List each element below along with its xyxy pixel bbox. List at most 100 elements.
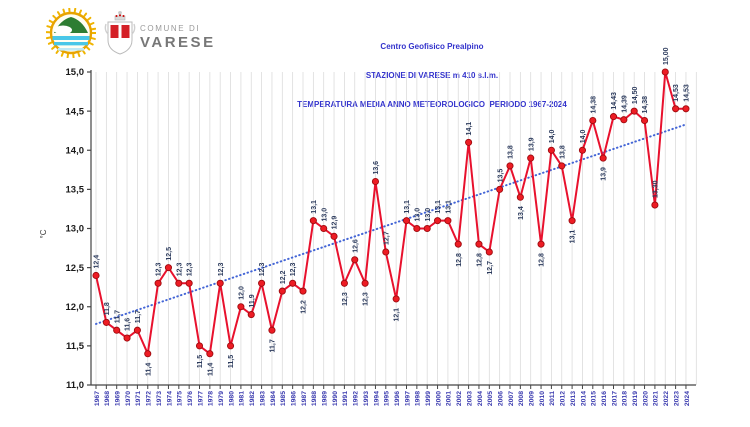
data-point-value-label: 13,1: [311, 200, 318, 214]
year-label: 1995: [384, 391, 391, 406]
year-label: 2021: [653, 391, 660, 406]
data-point-marker: [134, 327, 140, 333]
data-point-marker: [662, 69, 668, 75]
data-point-value-label: 13,0: [425, 208, 432, 222]
year-label: 1983: [259, 391, 266, 406]
data-point-value-label: 11,5: [197, 355, 204, 368]
year-label: 1972: [146, 391, 153, 406]
data-point-value-label: 13,9: [528, 137, 535, 151]
data-point-value-label: 13,5: [497, 169, 504, 183]
year-label: 2006: [497, 391, 504, 406]
trend-line: [96, 124, 686, 324]
data-point-value-label: 12,9: [332, 216, 339, 230]
data-point-marker: [466, 139, 472, 145]
year-label: 2007: [508, 391, 515, 406]
y-tick-label: 11,5: [66, 341, 85, 352]
year-label: 1996: [394, 391, 401, 406]
y-axis-labels: 11,011,512,012,513,013,514,014,515,0°C: [39, 67, 91, 391]
data-point-value-label: 12,8: [477, 253, 484, 267]
data-point-value-label: 12,4: [94, 255, 101, 269]
y-tick-label: 14,5: [66, 106, 85, 117]
data-point-marker: [217, 280, 223, 286]
year-label: 1986: [290, 391, 297, 406]
year-label: 1985: [280, 391, 287, 406]
year-label: 2009: [529, 391, 536, 406]
year-label: 1981: [239, 391, 246, 406]
data-point-marker: [93, 272, 99, 278]
year-label: 1979: [218, 391, 225, 406]
data-point-marker: [321, 225, 327, 231]
year-label: 2016: [601, 391, 608, 406]
data-point-value-label: 14,39: [621, 95, 628, 113]
data-point-marker: [310, 218, 316, 224]
year-label: 2013: [570, 391, 577, 406]
year-label: 1978: [208, 391, 215, 406]
data-point-marker: [579, 147, 585, 153]
data-point-marker: [434, 218, 440, 224]
data-point-value-label: 13,8: [508, 145, 515, 159]
data-point-value-label: 13,8: [559, 145, 566, 159]
data-point-value-label: 14,0: [549, 130, 556, 144]
data-point-marker: [300, 288, 306, 294]
year-label: 2005: [487, 391, 494, 406]
year-label: 2018: [622, 391, 629, 406]
year-label: 1990: [332, 391, 339, 406]
data-point-value-label: 13,9: [601, 167, 608, 181]
y-tick-label: 13,0: [66, 224, 85, 235]
y-tick-label: 12,0: [66, 302, 85, 313]
year-label: 1971: [135, 391, 142, 406]
data-point-marker: [248, 311, 254, 317]
data-point-value-label: 13,1: [435, 200, 442, 214]
data-point-marker: [372, 178, 378, 184]
year-label: 1984: [270, 391, 277, 406]
data-point-marker: [186, 280, 192, 286]
data-point-value-label: 12,8: [456, 253, 463, 267]
data-point-marker: [331, 233, 337, 239]
data-point-marker: [610, 114, 616, 120]
year-label: 1991: [342, 391, 349, 406]
data-point-value-label: 14,53: [673, 84, 680, 102]
data-point-marker: [114, 327, 120, 333]
data-point-value-label: 14,50: [632, 87, 639, 105]
data-point-value-label: 12,3: [290, 263, 297, 277]
year-label: 2019: [632, 391, 639, 406]
data-points: [93, 69, 689, 357]
data-point-value-label: 12,1: [394, 308, 401, 322]
data-point-value-label: 11,8: [104, 302, 111, 315]
data-point-value-label: 12,3: [156, 263, 163, 277]
year-label: 2011: [549, 391, 556, 406]
year-label: 2008: [518, 391, 525, 406]
year-label: 2004: [477, 391, 484, 406]
year-label: 2002: [456, 391, 463, 406]
year-label: 1987: [301, 391, 308, 406]
year-label: 1975: [177, 391, 184, 406]
axes: [91, 70, 696, 385]
data-point-marker: [341, 280, 347, 286]
data-point-marker: [590, 117, 596, 123]
year-label: 1969: [115, 391, 122, 406]
data-point-value-label: 12,3: [342, 292, 349, 306]
data-point-value-label: 14,1: [466, 122, 473, 136]
data-point-value-label: 13,30: [653, 180, 660, 198]
data-point-marker: [683, 106, 689, 112]
data-point-marker: [455, 241, 461, 247]
data-point-value-label: 12,7: [383, 231, 390, 245]
data-point-marker: [507, 163, 513, 169]
data-point-value-label: 14,38: [590, 96, 597, 114]
data-point-marker: [476, 241, 482, 247]
data-point-value-label: 13,0: [414, 208, 421, 222]
data-point-value-label: 14,53: [684, 84, 691, 102]
year-label: 2001: [446, 391, 453, 406]
year-label: 2014: [580, 391, 587, 406]
data-point-value-label: 11,9: [249, 294, 256, 307]
data-point-value-label: 11,4: [145, 363, 152, 376]
data-point-marker: [528, 155, 534, 161]
data-point-marker: [103, 319, 109, 325]
data-point-marker: [269, 327, 275, 333]
data-point-marker: [165, 265, 171, 271]
data-point-value-label: 11,7: [114, 310, 121, 323]
year-label: 1973: [156, 391, 163, 406]
data-point-value-label: 13,6: [373, 161, 380, 175]
data-point-value-label: 13,1: [570, 230, 577, 244]
